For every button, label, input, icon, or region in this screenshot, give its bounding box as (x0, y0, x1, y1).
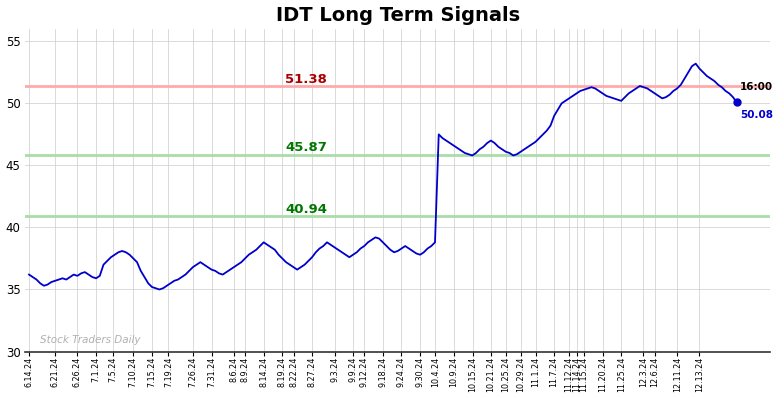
Text: 40.94: 40.94 (285, 203, 327, 216)
Title: IDT Long Term Signals: IDT Long Term Signals (276, 6, 520, 25)
Text: 51.38: 51.38 (285, 73, 327, 86)
Text: 16:00: 16:00 (739, 82, 773, 92)
Text: 45.87: 45.87 (285, 141, 327, 154)
Text: Stock Traders Daily: Stock Traders Daily (40, 335, 140, 345)
Text: 50.08: 50.08 (739, 110, 773, 120)
